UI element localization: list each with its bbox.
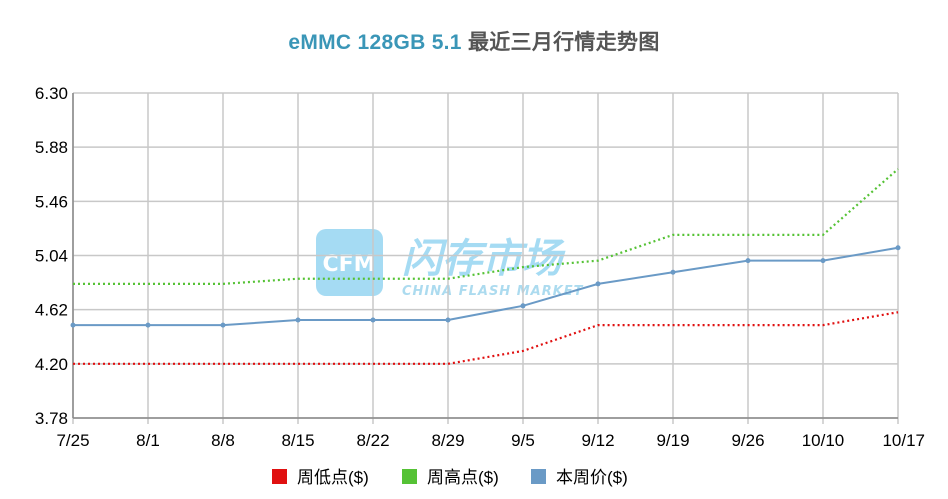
legend-swatch-0 (272, 469, 287, 484)
chart-title: eMMC 128GB 5.1 最近三月行情走势图 (0, 26, 948, 56)
series-point (445, 317, 451, 323)
y-tick-label: 6.30 (35, 84, 68, 103)
series-point (670, 269, 676, 275)
legend-label-1: 周高点($) (427, 468, 499, 487)
series-point (745, 258, 751, 264)
y-tick-label: 4.20 (35, 355, 68, 374)
x-tick-label: 7/25 (56, 431, 89, 450)
series-point (520, 303, 526, 309)
x-tick-label: 8/15 (281, 431, 314, 450)
chart-title-sub: 最近三月行情走势图 (467, 31, 660, 54)
x-tick-label: 9/12 (581, 431, 614, 450)
y-tick-label: 3.78 (35, 409, 68, 428)
y-tick-label: 4.62 (35, 301, 68, 320)
series-point (145, 322, 151, 328)
y-tick-label: 5.88 (35, 138, 68, 157)
series-point (220, 322, 226, 328)
series-line-2 (73, 246, 899, 327)
x-tick-label: 8/22 (356, 431, 389, 450)
x-tick-label: 10/10 (802, 431, 845, 450)
watermark-logo-icon (316, 229, 383, 296)
x-tick-label: 9/5 (511, 431, 535, 450)
x-tick-label: 8/8 (211, 431, 235, 450)
watermark: CFM 闪存市场 CHINA FLASH MARKET (316, 229, 584, 299)
legend-label-0: 周低点($) (297, 468, 369, 487)
watermark-name-en: CHINA FLASH MARKET (402, 284, 584, 299)
legend-label-2: 本周价($) (556, 468, 628, 487)
x-tick-label: 10/17 (882, 431, 925, 450)
axes: 3.78 4.20 4.62 5.04 5.46 5.88 6.30 7/25 8/1 8/8 8/… (35, 84, 925, 450)
x-tick-label: 8/29 (431, 431, 464, 450)
legend: 周低点($) 周高点($) 本周价($) (272, 468, 628, 487)
series-point (895, 245, 901, 251)
legend-swatch-1 (402, 469, 417, 484)
series-point (295, 317, 301, 323)
y-tick-label: 5.46 (35, 192, 68, 211)
x-tick-label: 9/26 (731, 431, 764, 450)
series-point (820, 258, 826, 264)
watermark-name-cn: 闪存市场 (402, 236, 566, 282)
y-tick-label: 5.04 (35, 247, 68, 266)
x-tick-label: 9/19 (656, 431, 689, 450)
series-point (370, 317, 376, 323)
x-tick-label: 8/1 (136, 431, 160, 450)
chart-title-main: eMMC 128GB 5.1 (288, 31, 462, 54)
legend-swatch-2 (531, 469, 546, 484)
series-point (70, 322, 76, 328)
series-line-0 (73, 311, 899, 365)
series-point (595, 281, 601, 287)
series-layer (70, 168, 901, 365)
